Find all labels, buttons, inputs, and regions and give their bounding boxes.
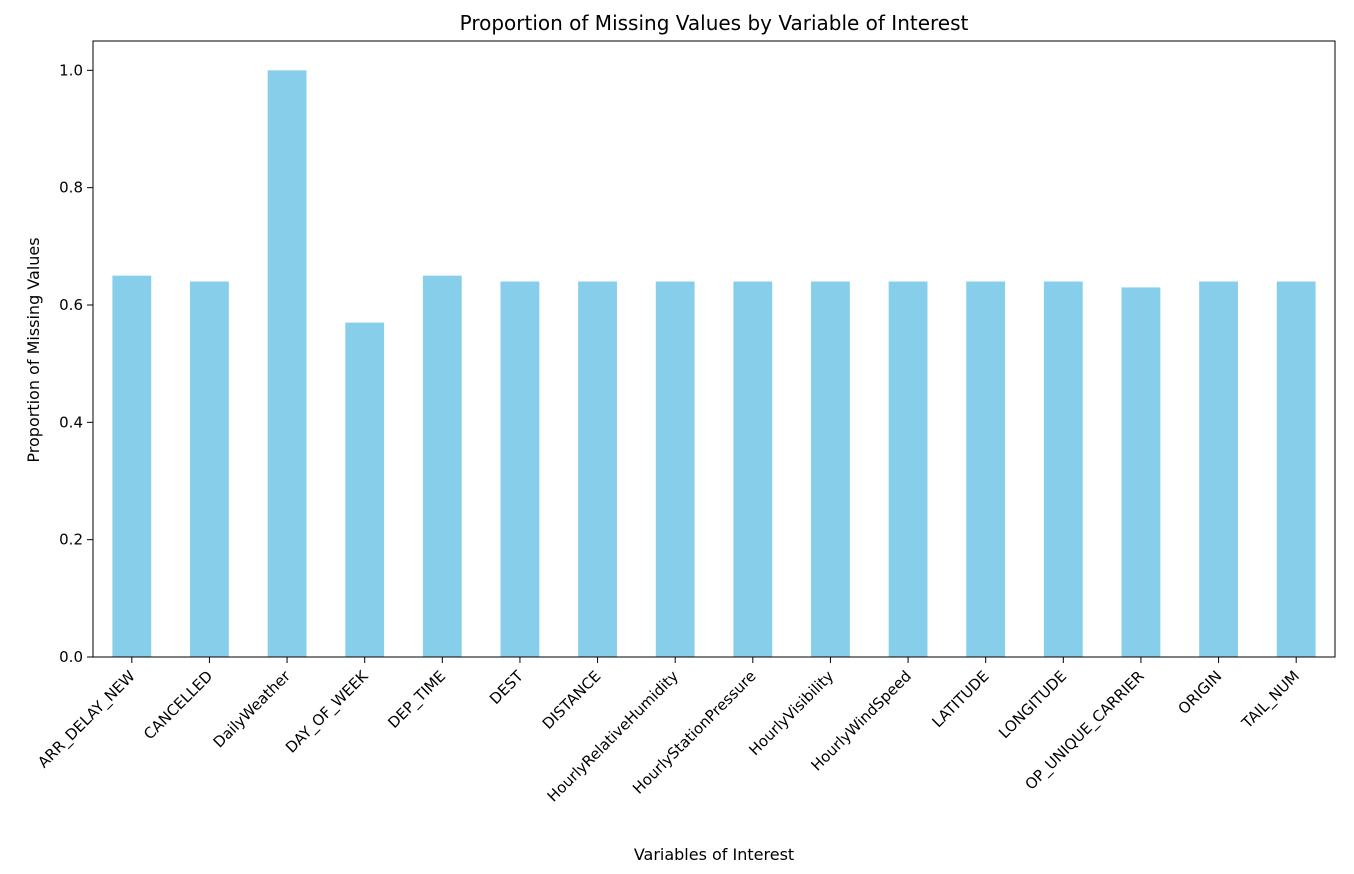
y-tick-label: 0.4 — [59, 413, 83, 431]
bar-dep-time — [422, 275, 462, 657]
bar-hourlystationpressure — [733, 281, 773, 657]
bar-latitude — [966, 281, 1006, 657]
bar-distance — [578, 281, 617, 657]
bar-tail-num — [1276, 281, 1316, 657]
bar-dest — [500, 281, 540, 657]
chart-title: Proportion of Missing Values by Variable… — [460, 11, 969, 35]
bars-group — [112, 70, 1316, 658]
x-tick-label: DEST — [486, 667, 527, 708]
x-tick-label: LATITUDE — [928, 667, 992, 731]
x-tick-label: DAY_OF_WEEK — [282, 666, 373, 757]
bar-arr-delay-new — [112, 275, 152, 657]
x-tick-label: DISTANCE — [539, 667, 605, 733]
bar-hourlyrelativehumidity — [655, 281, 695, 657]
x-tick-label: CANCELLED — [140, 667, 216, 743]
y-tick-label: 0.0 — [59, 648, 83, 666]
x-tick-label: DEP_TIME — [384, 667, 449, 732]
bar-day-of-week — [345, 322, 385, 657]
y-tick-label: 0.2 — [59, 531, 83, 549]
bar-hourlyvisibility — [811, 281, 850, 657]
x-tick-label: TAIL_NUM — [1237, 667, 1303, 733]
x-axis-label: Variables of Interest — [634, 845, 794, 864]
bar-cancelled — [190, 281, 229, 657]
plot-frame — [92, 40, 1336, 658]
bar-longitude — [1043, 281, 1083, 657]
x-tick-label: ORIGIN — [1175, 667, 1226, 718]
bar-op-unique-carrier — [1121, 287, 1161, 657]
x-tick-label: ARR_DELAY_NEW — [34, 667, 139, 772]
x-axis: ARR_DELAY_NEW CANCELLEDDailyWeatherDAY_OF… — [34, 657, 1304, 805]
y-axis: 0.0 0.2 0.4 0.6 0.8 1.0 — [59, 61, 93, 666]
x-tick-label: DailyWeather — [210, 667, 295, 752]
bar-dailyweather — [267, 70, 307, 658]
y-axis-label: Proportion of Missing Values — [24, 237, 43, 462]
y-tick-label: 0.8 — [59, 179, 83, 197]
bar-origin — [1199, 281, 1238, 657]
x-tick-label: HourlyRelativeHumidity — [544, 667, 682, 805]
y-tick-label: 0.6 — [59, 296, 83, 314]
x-tick-label: LONGITUDE — [995, 667, 1070, 742]
bar-hourlywindspeed — [888, 281, 928, 657]
y-tick-label: 1.0 — [59, 61, 83, 79]
